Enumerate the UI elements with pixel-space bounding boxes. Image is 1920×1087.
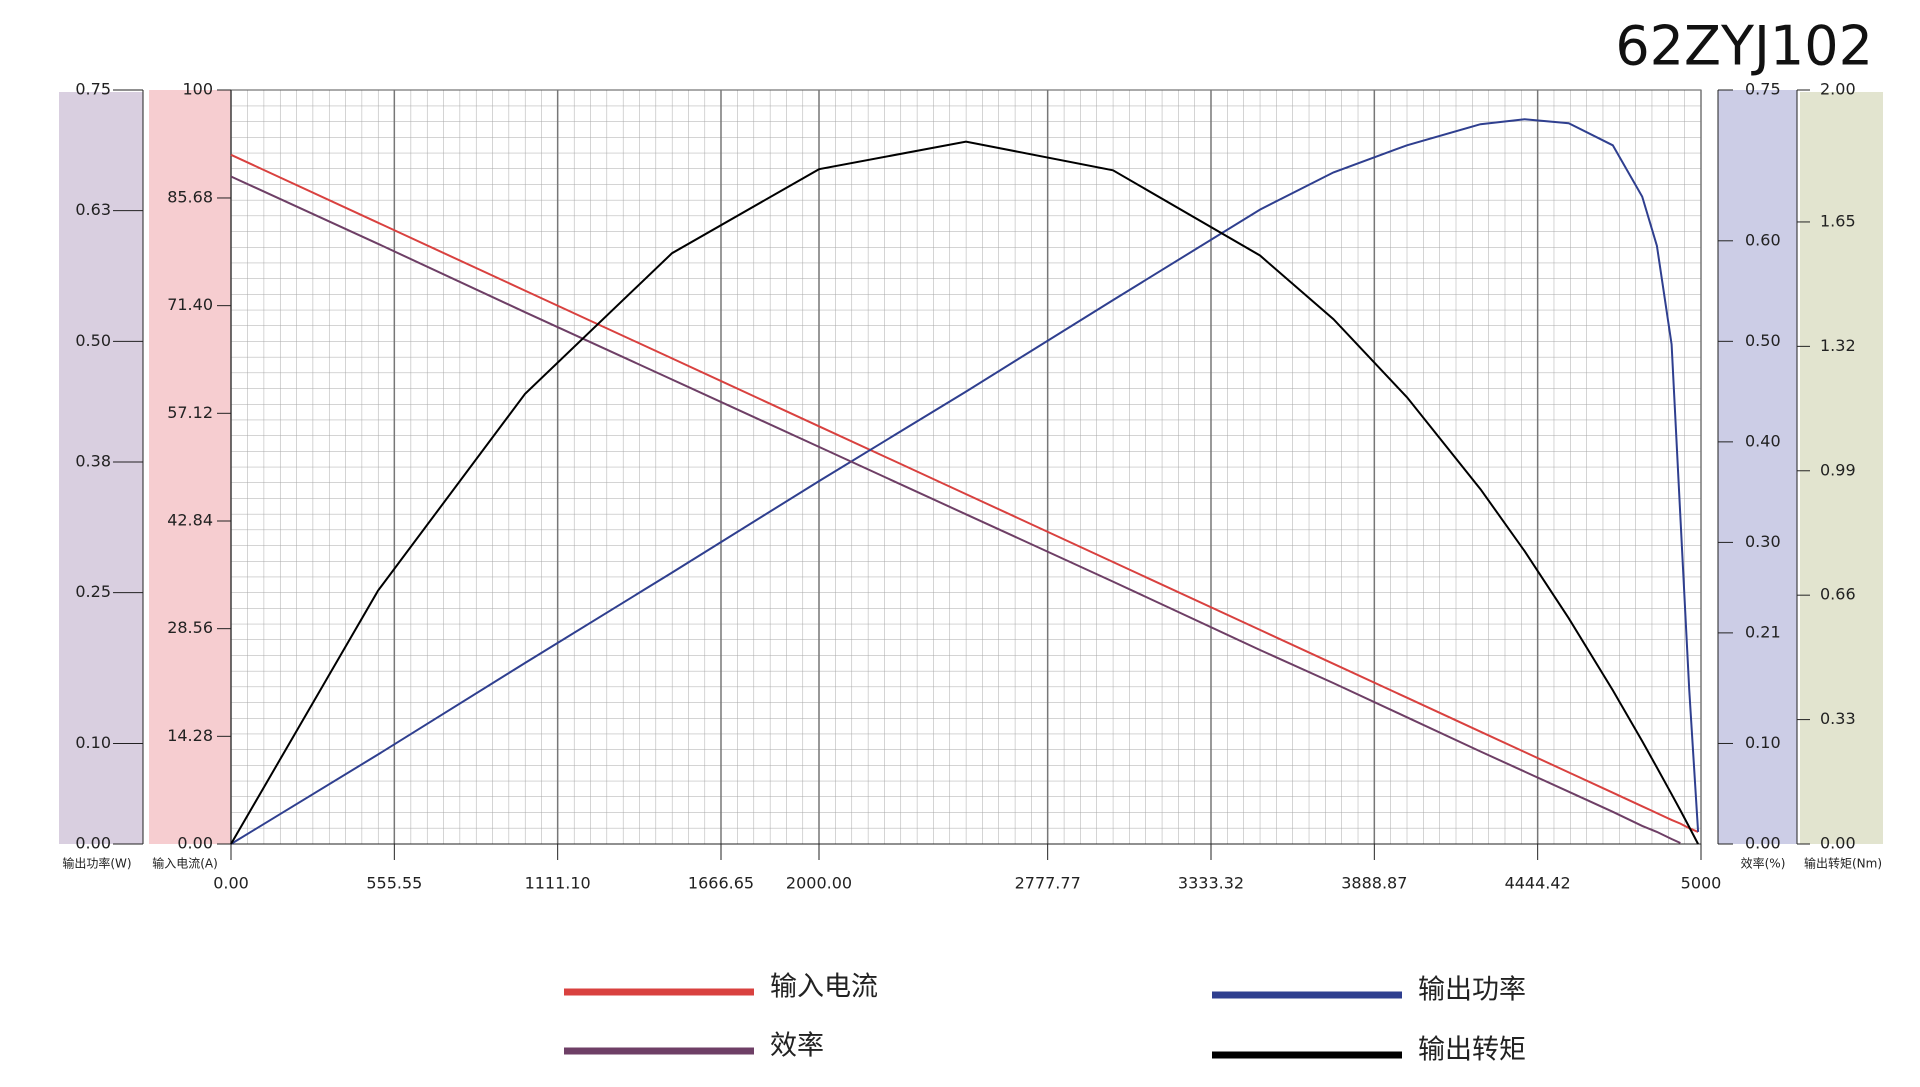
legend-label: 输入电流 [770, 972, 878, 1003]
legend-label: 输出功率 [1418, 975, 1526, 1006]
y-tick-label: 2.00 [1820, 80, 1856, 99]
x-tick-label: 2777.77 [1015, 874, 1081, 893]
y-tick-label: 0.00 [75, 834, 111, 853]
y-tick-label: 0.63 [75, 200, 111, 219]
y-tick-label: 0.21 [1745, 622, 1781, 641]
series-line [230, 175, 1681, 844]
y-tick-label: 1.65 [1820, 211, 1856, 230]
y-tick-label: 0.25 [75, 582, 111, 601]
legend-label: 输出转矩 [1418, 1035, 1526, 1066]
y-tick-label: 0.75 [75, 80, 111, 99]
y-tick-label: 0.00 [1745, 834, 1781, 853]
y-tick-label: 1.32 [1820, 336, 1856, 355]
chart-title: 62ZYJ102 [1615, 15, 1873, 78]
axis-label: 效率(%) [1741, 856, 1786, 871]
y-tick-label: 14.28 [167, 726, 213, 745]
y-tick-label: 0.38 [75, 451, 111, 470]
series-line [230, 118, 1700, 845]
axis-label: 输入电流(A) [152, 856, 218, 871]
axis-label: 输出转矩(Nm) [1804, 856, 1882, 871]
x-tick-label: 555.55 [366, 874, 422, 893]
x-tick-label: 1666.65 [688, 874, 754, 893]
y-tick-label: 28.56 [167, 618, 213, 637]
series-line [230, 140, 1699, 845]
x-tick-label: 3333.32 [1178, 874, 1244, 893]
y-tick-label: 0.60 [1745, 230, 1781, 249]
y-tick-label: 71.40 [167, 295, 213, 314]
axis-band [59, 92, 143, 844]
y-tick-label: 0.99 [1820, 460, 1856, 479]
x-tick-label: 0.00 [213, 874, 249, 893]
legend-label: 效率 [770, 1031, 824, 1062]
axis-band [1800, 92, 1883, 844]
x-tick-label: 2000.00 [786, 874, 852, 893]
y-tick-label: 0.50 [75, 331, 111, 350]
x-tick-label: 1111.10 [525, 874, 591, 893]
grid-minor [231, 90, 1701, 844]
x-tick-label: 4444.42 [1505, 874, 1571, 893]
y-tick-label: 0.10 [75, 733, 111, 752]
y-tick-label: 0.50 [1745, 331, 1781, 350]
y-tick-label: 0.00 [1820, 834, 1856, 853]
y-tick-label: 0.33 [1820, 709, 1856, 728]
x-tick-label: 3888.87 [1341, 874, 1407, 893]
axis-band [149, 90, 231, 844]
x-tick-label: 5000 [1681, 874, 1722, 893]
y-tick-label: 0.00 [177, 834, 213, 853]
series-line [230, 153, 1699, 833]
y-tick-label: 0.30 [1745, 532, 1781, 551]
y-tick-label: 42.84 [167, 510, 213, 529]
y-tick-label: 85.68 [167, 187, 213, 206]
axis-label: 输出功率(W) [62, 856, 131, 871]
y-tick-label: 100 [182, 80, 213, 99]
y-tick-label: 0.75 [1745, 80, 1781, 99]
y-tick-label: 0.66 [1820, 585, 1856, 604]
y-tick-label: 0.10 [1745, 733, 1781, 752]
y-tick-label: 0.40 [1745, 431, 1781, 450]
y-tick-label: 57.12 [167, 403, 213, 422]
axis-band [1718, 90, 1797, 844]
